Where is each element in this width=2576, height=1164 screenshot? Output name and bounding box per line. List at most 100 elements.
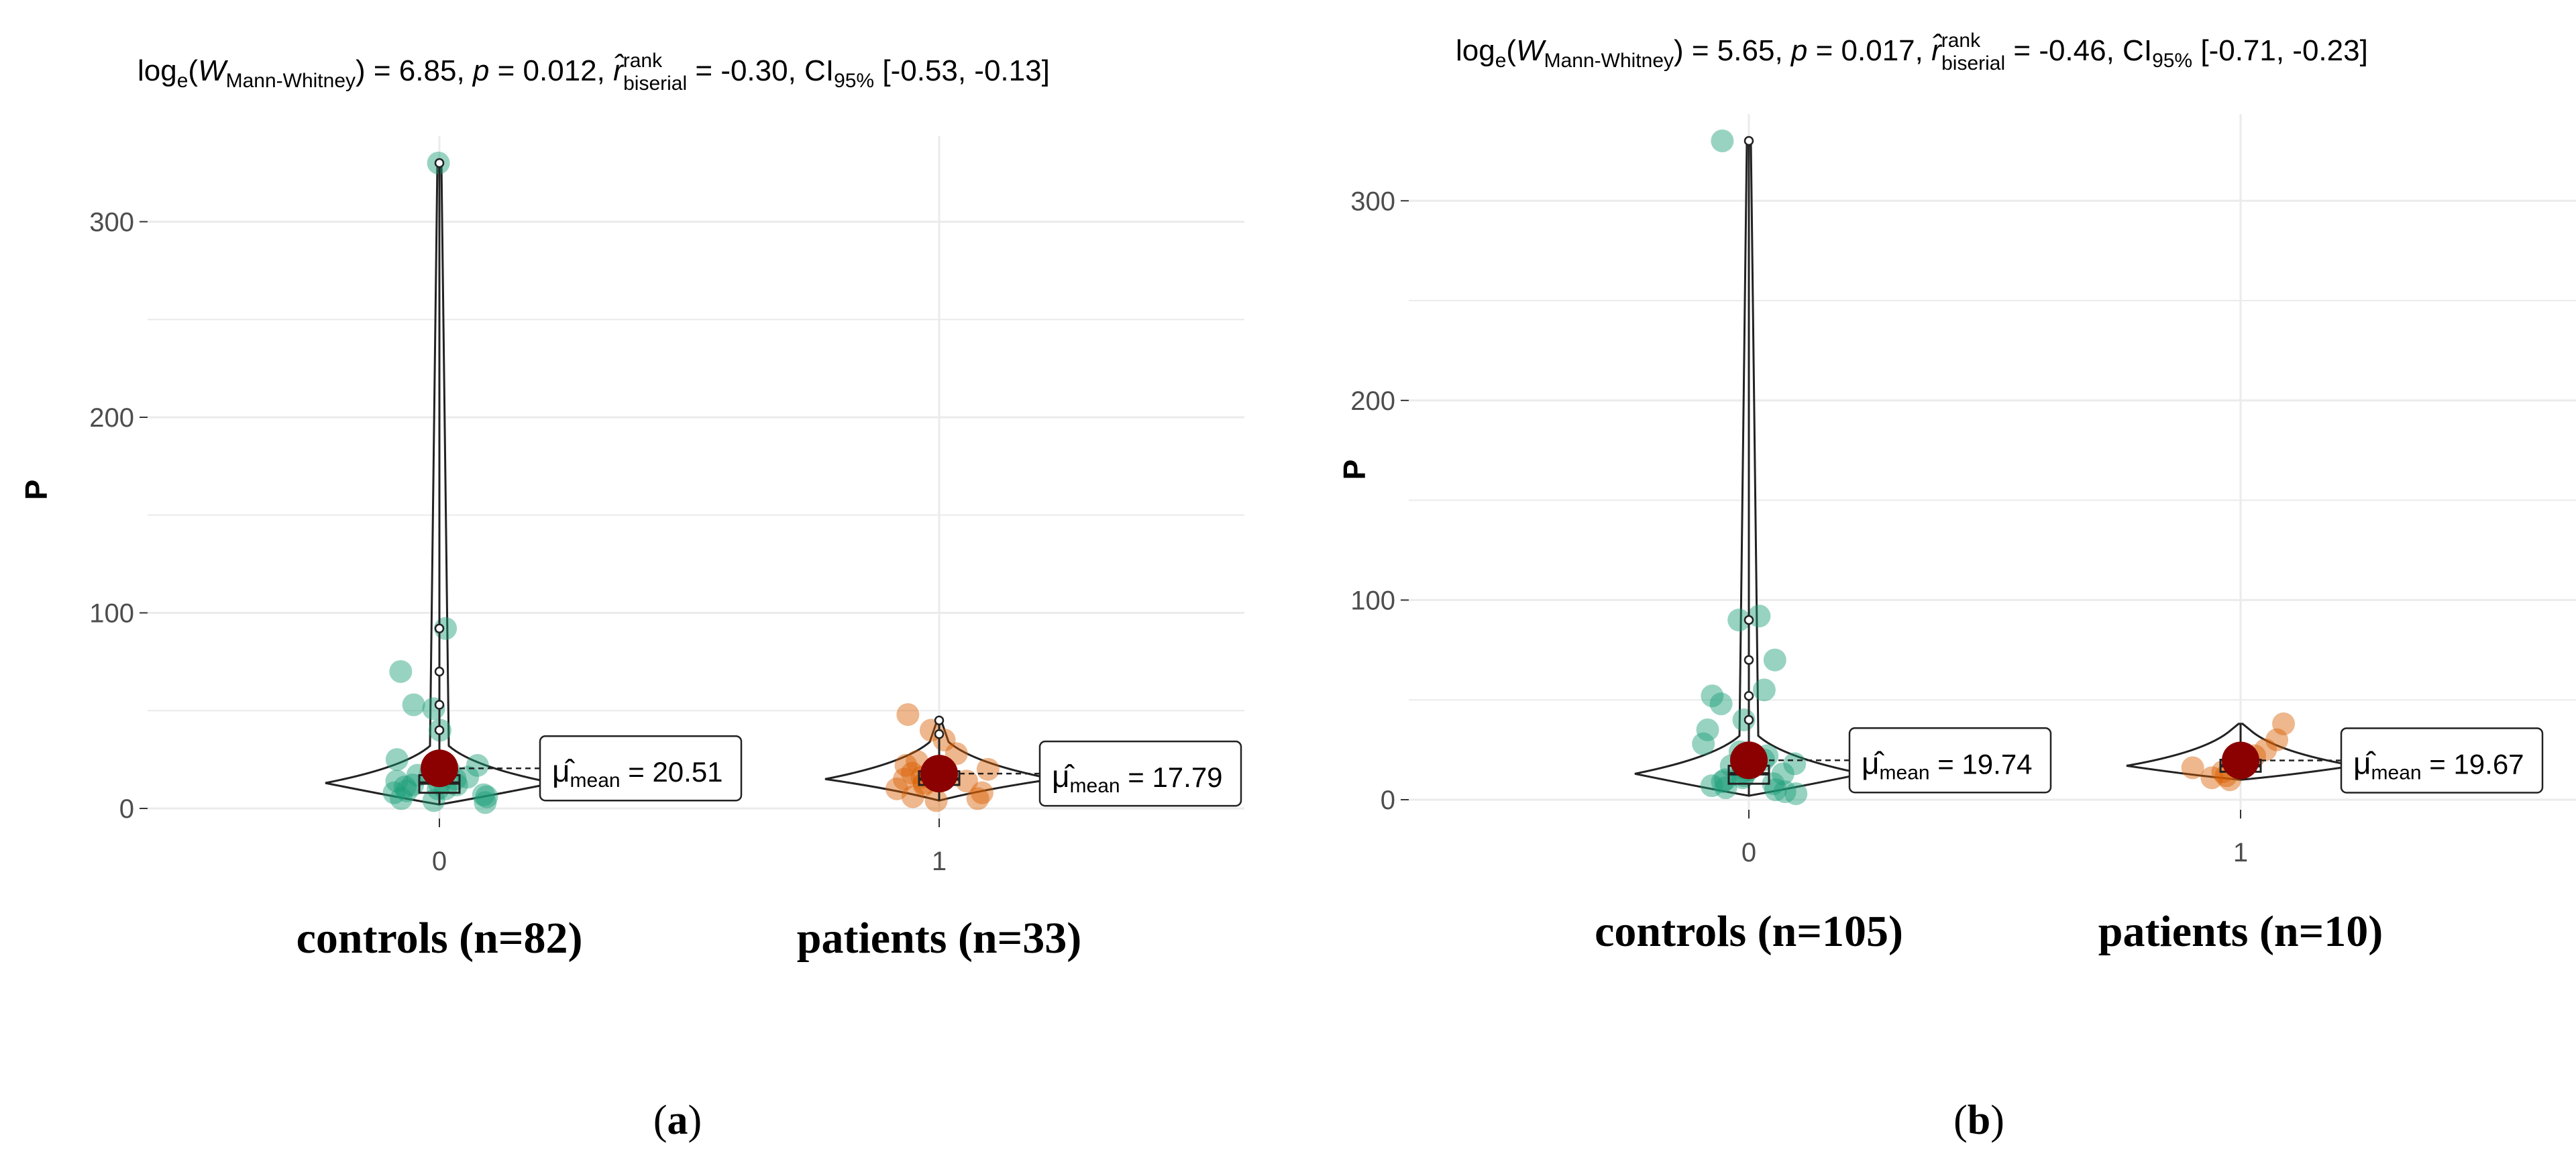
data-point — [402, 693, 425, 717]
data-point — [893, 768, 916, 791]
title-ci-sub: 95% — [834, 70, 874, 92]
mean-marker — [920, 755, 958, 793]
data-point — [1709, 692, 1733, 716]
title-eq3: = — [687, 54, 720, 87]
data-point — [955, 770, 978, 793]
box-outlier — [434, 623, 445, 634]
box-outlier — [1743, 691, 1754, 701]
mean-label-box — [1038, 740, 1242, 807]
y-tick-label: 300 — [1350, 187, 1395, 216]
mean-value: 19.74 — [1962, 748, 2032, 780]
data-point — [900, 761, 924, 785]
data-point — [385, 748, 409, 772]
data-point — [2272, 712, 2296, 735]
panel-label: (a) — [653, 1098, 702, 1143]
mean-sub: mean — [1880, 761, 1930, 784]
mean-label-box — [539, 735, 743, 802]
title-ci-sub: 95% — [2152, 50, 2192, 72]
box-outlier — [1743, 615, 1754, 625]
title-sep2: , — [597, 54, 613, 87]
mean-label-box — [1848, 727, 2052, 794]
title-r: r̂ — [613, 53, 625, 87]
mean-eq: = — [1120, 761, 1152, 793]
title-r-sub: biserial — [1941, 52, 2005, 74]
title-r-value: -0.46 — [2039, 34, 2106, 67]
y-tick-label: 0 — [119, 794, 134, 824]
title-space — [874, 54, 882, 87]
title-r-sup: rank — [623, 50, 663, 72]
data-point — [2181, 756, 2204, 780]
data-point — [1763, 648, 1786, 672]
title-eq: ) = — [1674, 34, 1717, 67]
data-point — [1752, 678, 1776, 702]
y-tick-label: 100 — [1350, 586, 1395, 615]
data-point — [1783, 752, 1807, 776]
title-w-sub: Mann-Whitney — [1544, 50, 1674, 72]
title-r-sup: rank — [1941, 30, 1981, 52]
data-point — [395, 779, 419, 802]
data-point — [385, 770, 409, 793]
data-point — [1711, 129, 1734, 152]
mean-marker — [1730, 741, 1768, 780]
panel-paren-close: ) — [1990, 1098, 2004, 1143]
box-outlier — [1743, 715, 1754, 725]
title-log-base: e — [1495, 50, 1507, 72]
data-point — [1771, 762, 1794, 786]
data-point — [894, 753, 918, 777]
data-point — [475, 785, 498, 808]
y-axis-label: P — [19, 480, 54, 500]
group-1: 1 patients (n=10) μ̂mean = 19.67 — [2098, 712, 2544, 956]
mean-sub: mean — [2371, 761, 2422, 784]
data-point — [1784, 782, 1808, 806]
mean-marker — [2222, 741, 2259, 780]
title-p: p — [1790, 34, 1807, 67]
panel-paren-close: ) — [688, 1098, 702, 1143]
data-point — [1748, 604, 1771, 628]
title-ci: , CI — [788, 54, 834, 87]
group-label: controls (n=82) — [297, 914, 583, 963]
mean-marker — [421, 749, 458, 788]
data-point — [1773, 780, 1796, 804]
mean-label: μ̂mean = 19.67 — [2353, 745, 2524, 784]
title-log-base: e — [177, 70, 189, 92]
box-outlier — [1743, 136, 1754, 146]
box-outlier — [434, 700, 445, 710]
data-point — [474, 791, 497, 814]
data-point — [382, 781, 406, 804]
title-ci-value: [-0.71, -0.23] — [2200, 34, 2367, 67]
title-eq2: = — [489, 54, 523, 87]
data-point — [389, 659, 413, 683]
title-eq3: = — [2005, 34, 2039, 67]
data-point — [1700, 774, 1723, 798]
y-tick-label: 200 — [89, 403, 134, 433]
y-axis-label: P — [1337, 460, 1372, 480]
y-tick-label: 100 — [89, 598, 134, 628]
title-p-value: 0.017 — [1841, 34, 1915, 67]
mean-sub: mean — [1070, 775, 1120, 797]
gridlines — [148, 136, 1244, 818]
panel-paren-open: ( — [653, 1098, 667, 1143]
box-outlier — [934, 729, 945, 739]
box-outlier — [434, 666, 445, 677]
y-tick-label: 300 — [89, 207, 134, 237]
title-log: log — [1456, 34, 1495, 67]
data-point — [1701, 684, 1724, 708]
title-w: W — [1516, 34, 1546, 67]
mean-value: 17.79 — [1152, 761, 1222, 793]
title-r: r̂ — [1931, 33, 1943, 67]
mean-value: 19.67 — [2453, 748, 2524, 780]
box-outlier — [434, 725, 445, 735]
data-point — [1762, 772, 1785, 796]
data-point — [456, 765, 480, 789]
data-point — [1696, 718, 1719, 741]
mean-eq: = — [621, 756, 653, 788]
data-point — [466, 753, 489, 777]
panel-label: (b) — [1953, 1098, 2004, 1143]
title-r-sub: biserial — [623, 72, 687, 95]
gridlines — [1409, 114, 2576, 810]
title-sep2: , — [1915, 34, 1931, 67]
